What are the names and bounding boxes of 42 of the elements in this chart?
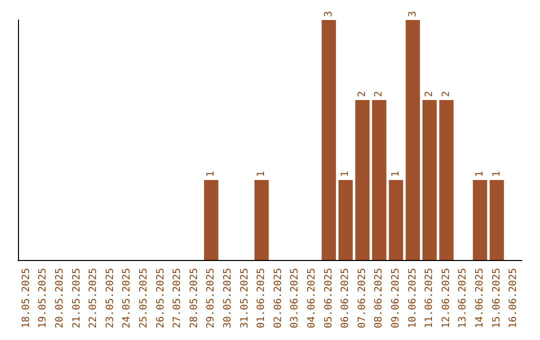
data-label: 1 xyxy=(256,170,268,177)
x-tick-label: 12.06.2025 xyxy=(440,268,452,328)
data-label: 1 xyxy=(340,170,352,177)
x-tick-label: 10.06.2025 xyxy=(407,268,418,328)
x-tick-label: 26.05.2025 xyxy=(155,268,166,328)
x-tick-label: 01.06.2025 xyxy=(256,268,268,328)
x-tick-label: 04.06.2025 xyxy=(306,268,318,328)
x-tick-label: 03.06.2025 xyxy=(290,268,301,328)
x-tick-label: 29.05.2025 xyxy=(206,268,217,328)
x-tick-label: 31.05.2025 xyxy=(239,268,250,328)
data-label: 3 xyxy=(407,10,418,17)
data-label: 1 xyxy=(474,170,486,177)
x-tick-label: 11.06.2025 xyxy=(424,268,436,328)
x-tick-label: 08.06.2025 xyxy=(374,268,385,328)
data-label: 2 xyxy=(374,90,385,97)
x-tick-label: 14.06.2025 xyxy=(474,268,486,328)
data-label: 1 xyxy=(206,170,217,177)
data-label: 1 xyxy=(491,170,502,177)
x-tick-label: 07.06.2025 xyxy=(356,268,368,328)
x-tick-label: 28.05.2025 xyxy=(188,268,200,328)
x-tick-label: 22.05.2025 xyxy=(88,268,100,328)
data-label: 2 xyxy=(440,90,452,97)
x-tick-label: 24.05.2025 xyxy=(122,268,133,328)
x-tick-label: 19.05.2025 xyxy=(38,268,49,328)
x-tick-label: 30.05.2025 xyxy=(222,268,234,328)
data-label: 1 xyxy=(390,170,402,177)
x-tick-label: 18.05.2025 xyxy=(20,268,32,328)
data-label: 2 xyxy=(356,90,368,97)
data-label: 3 xyxy=(323,10,334,17)
x-tick-label: 23.05.2025 xyxy=(104,268,116,328)
x-tick-label: 13.06.2025 xyxy=(458,268,469,328)
data-label: 2 xyxy=(424,90,436,97)
x-tick-label: 21.05.2025 xyxy=(71,268,82,328)
x-tick-label: 15.06.2025 xyxy=(491,268,502,328)
x-tick-label: 20.05.2025 xyxy=(54,268,66,328)
x-tick-label: 09.06.2025 xyxy=(390,268,402,328)
x-tick-label: 02.06.2025 xyxy=(272,268,284,328)
x-tick-label: 16.06.2025 xyxy=(508,268,520,328)
x-tick-label: 06.06.2025 xyxy=(340,268,352,328)
x-tick-label: 05.06.2025 xyxy=(323,268,334,328)
x-tick-label: 25.05.2025 xyxy=(138,268,150,328)
x-tick-label: 27.05.2025 xyxy=(172,268,184,328)
